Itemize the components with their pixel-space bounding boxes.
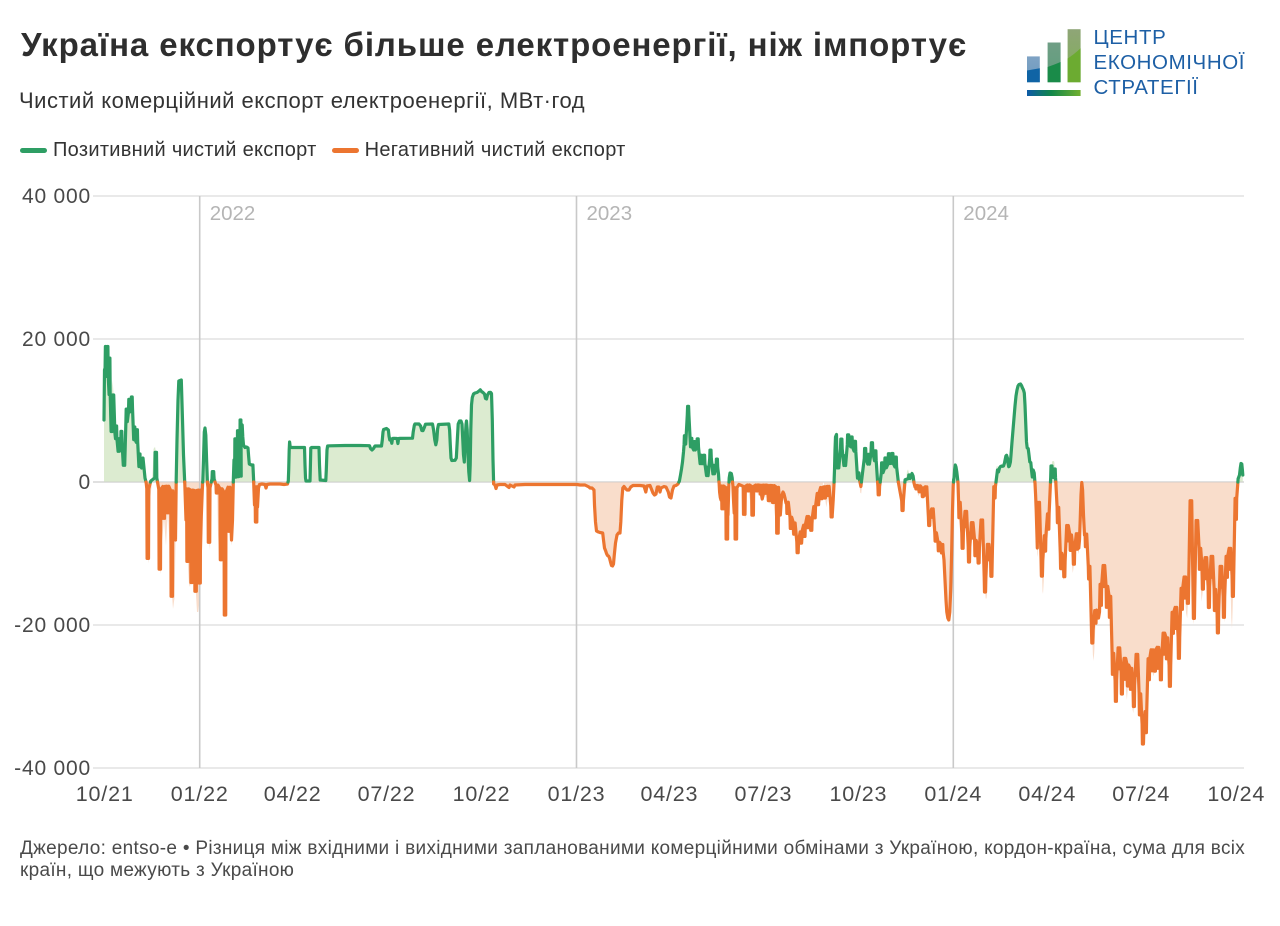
- svg-text:10/21: 10/21: [76, 782, 134, 806]
- svg-text:2022: 2022: [210, 202, 256, 225]
- svg-text:04/24: 04/24: [1018, 782, 1076, 806]
- svg-text:0: 0: [79, 471, 91, 494]
- svg-text:20 000: 20 000: [22, 328, 91, 351]
- svg-text:01/22: 01/22: [171, 782, 229, 806]
- svg-text:2023: 2023: [587, 202, 633, 225]
- svg-text:-20 000: -20 000: [14, 614, 91, 637]
- svg-text:40 000: 40 000: [22, 185, 91, 208]
- svg-text:10/23: 10/23: [829, 782, 887, 806]
- svg-text:01/24: 01/24: [924, 782, 982, 806]
- svg-text:ЦЕНТР: ЦЕНТР: [1094, 26, 1167, 49]
- svg-text:СТРАТЕГІЇ: СТРАТЕГІЇ: [1094, 76, 1199, 99]
- svg-text:-40 000: -40 000: [14, 757, 91, 780]
- svg-text:07/23: 07/23: [734, 782, 792, 806]
- svg-text:10/24: 10/24: [1207, 782, 1265, 806]
- svg-text:ЕКОНОМІЧНОЇ: ЕКОНОМІЧНОЇ: [1094, 51, 1246, 74]
- svg-text:04/23: 04/23: [640, 782, 698, 806]
- svg-text:2024: 2024: [963, 202, 1009, 225]
- svg-text:07/22: 07/22: [358, 782, 416, 806]
- svg-text:01/23: 01/23: [548, 782, 606, 806]
- svg-text:07/24: 07/24: [1112, 782, 1170, 806]
- svg-text:04/22: 04/22: [264, 782, 322, 806]
- svg-text:10/22: 10/22: [453, 782, 511, 806]
